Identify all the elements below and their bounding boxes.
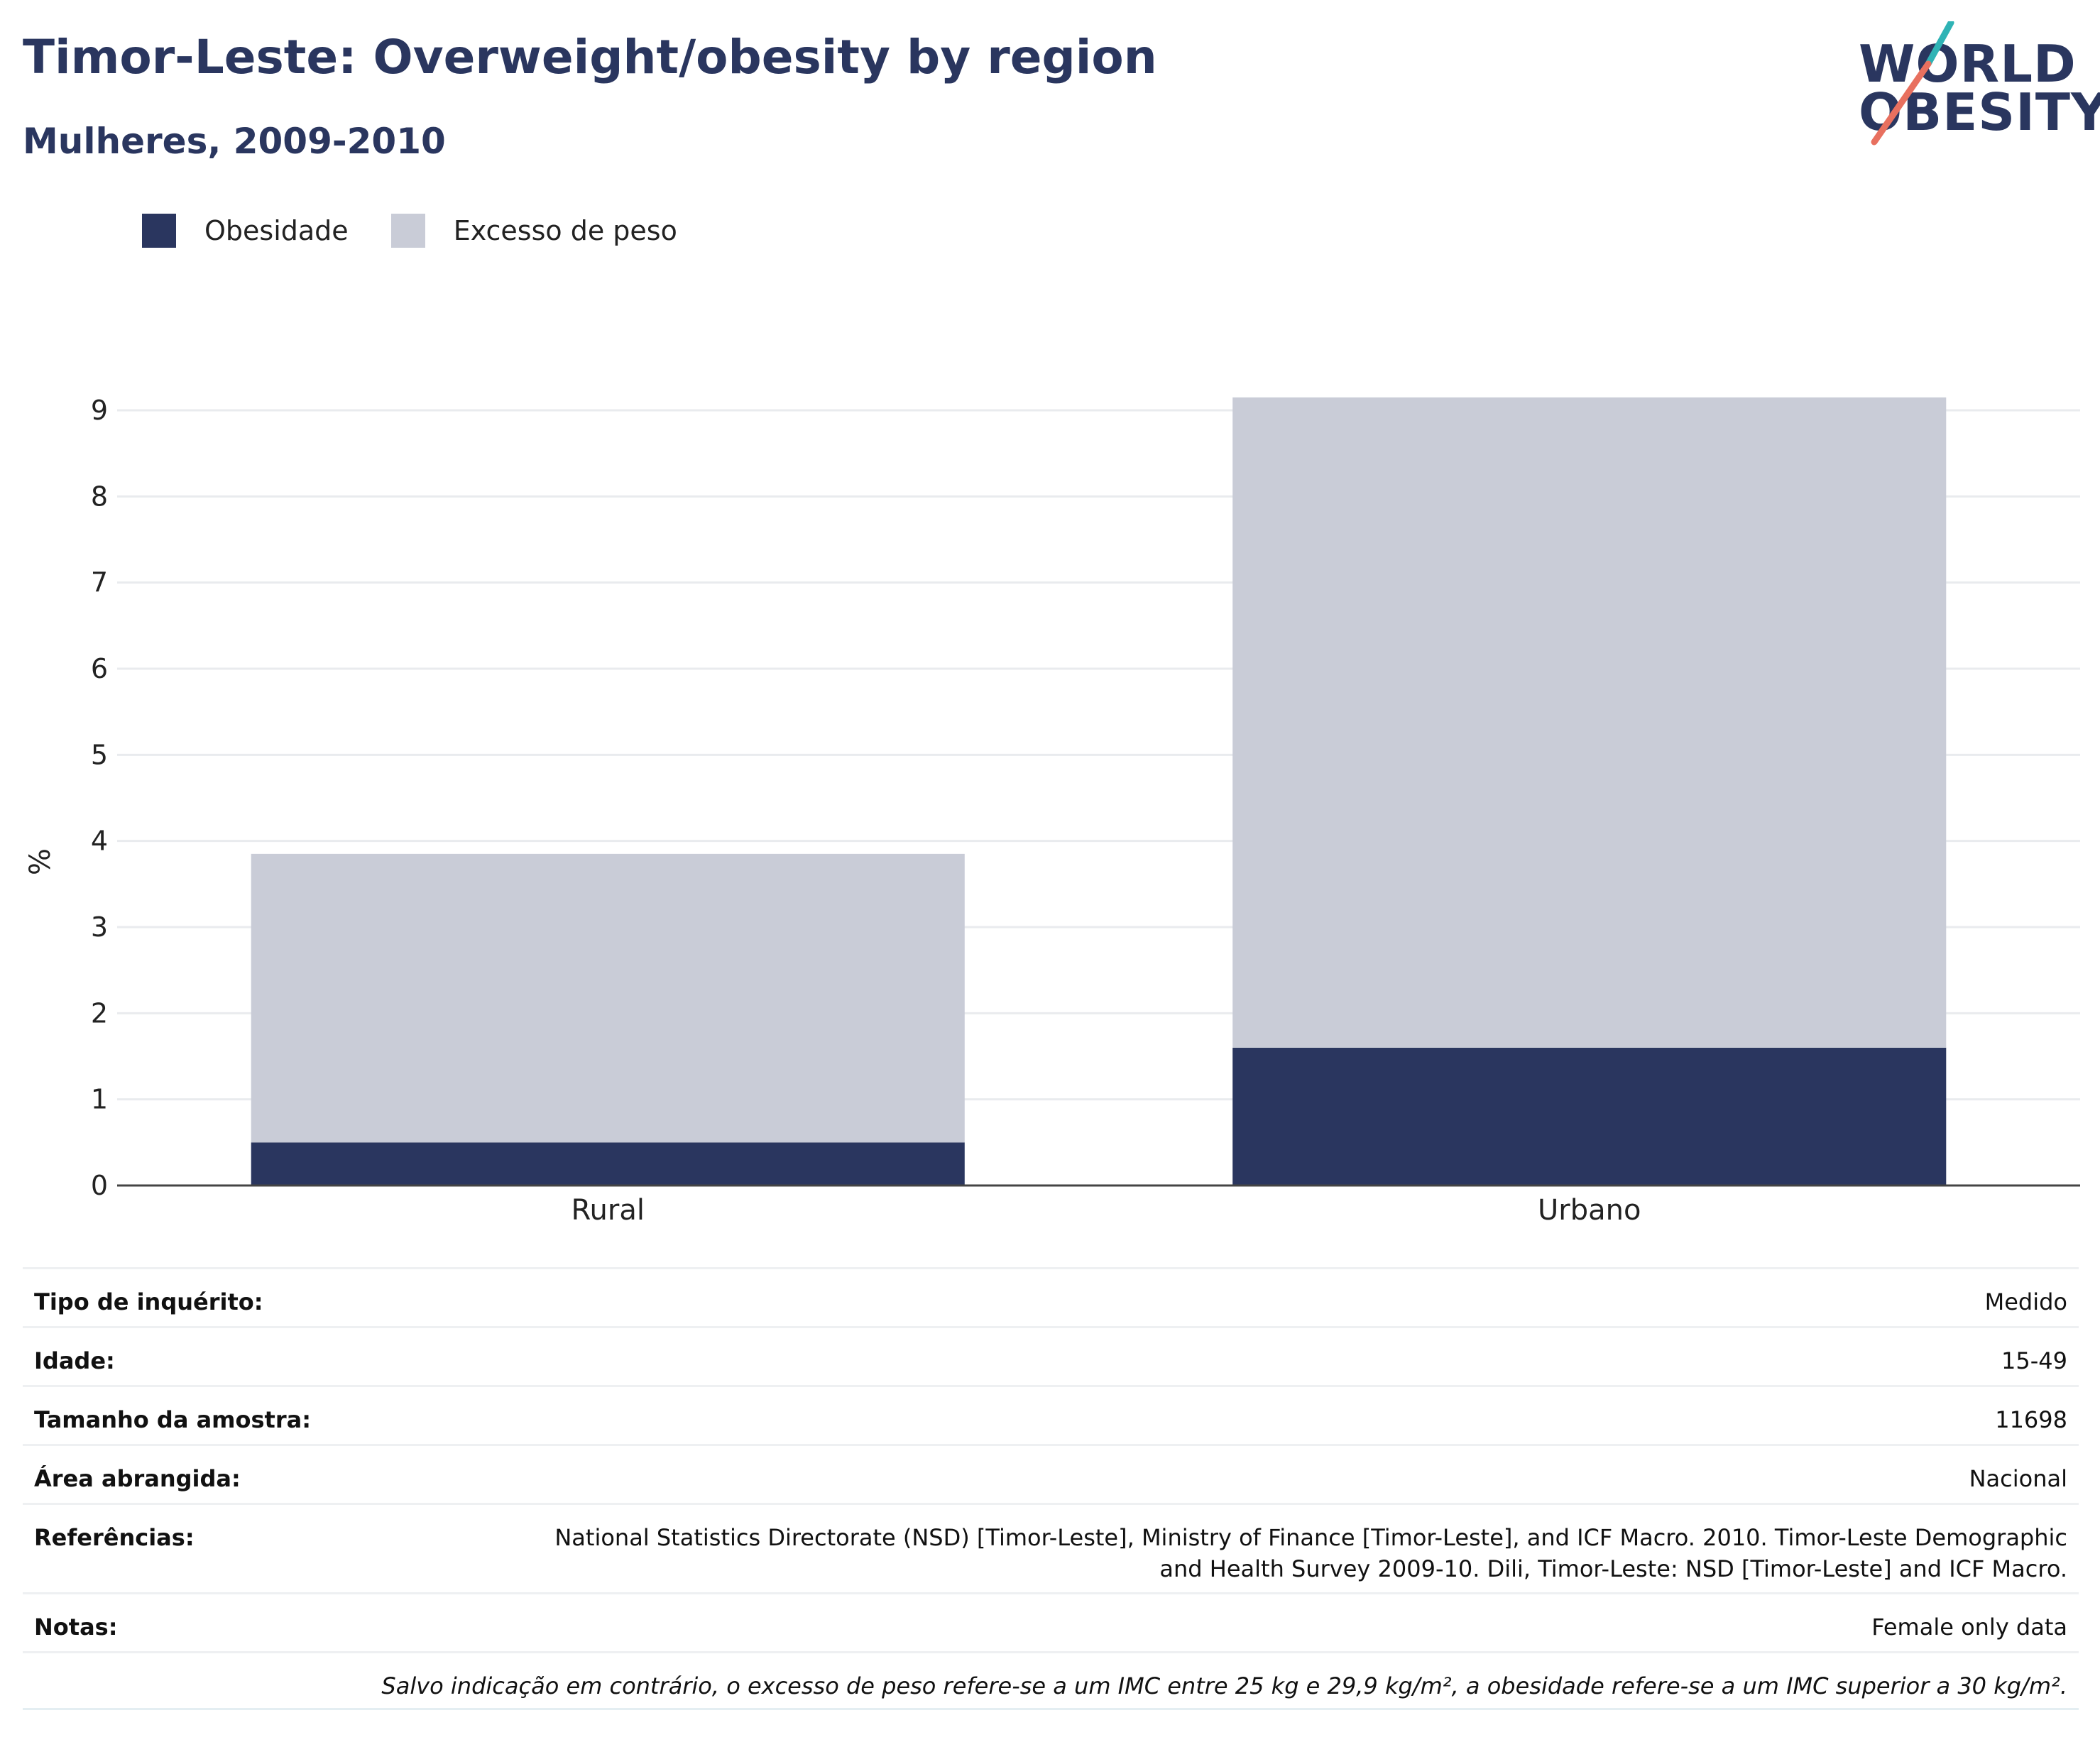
y-tick-label: 9 — [91, 395, 108, 426]
info-label: Notas: — [34, 1614, 118, 1641]
logo-line-2: OBESITY — [1859, 82, 2100, 142]
world-obesity-logo: WORLD OBESITY — [1846, 21, 2100, 156]
info-value: National Statistics Directorate (NSD) [T… — [554, 1524, 2067, 1582]
x-tick-label: Rural — [572, 1194, 645, 1227]
logo-slash-icon — [1871, 21, 1954, 146]
logo-line-1: WORLD — [1859, 34, 2077, 94]
legend-swatch-obesity — [142, 214, 176, 248]
y-axis-label: % — [24, 848, 57, 875]
bar-urbano-obesity — [1232, 1047, 1947, 1185]
info-row-area: Área abrangida: Nacional — [23, 1446, 2079, 1505]
chart-subtitle: Mulheres, 2009-2010 — [23, 121, 446, 162]
footnote-text: Salvo indicação em contrário, o excesso … — [381, 1672, 2067, 1699]
info-row-age: Idade: 15-49 — [23, 1328, 2079, 1387]
y-tick-label: 8 — [91, 481, 108, 512]
legend-label-obesity: Obesidade — [204, 215, 349, 246]
info-label: Tamanho da amostra: — [34, 1406, 311, 1433]
chart-legend: Obesidade Excesso de peso — [142, 213, 720, 248]
info-label: Idade: — [34, 1347, 115, 1374]
y-tick-label: 5 — [91, 739, 108, 770]
legend-label-overweight: Excesso de peso — [453, 215, 677, 246]
bar-rural-overweight — [251, 853, 965, 1143]
info-label: Tipo de inquérito: — [34, 1288, 263, 1315]
bar-urbano-overweight — [1232, 397, 1947, 1048]
y-tick-label: 3 — [91, 911, 108, 943]
info-label: Referências: — [34, 1524, 195, 1551]
info-row-survey-type: Tipo de inquérito: Medido — [23, 1269, 2079, 1328]
y-tick-label: 6 — [91, 653, 108, 684]
legend-item-obesity[interactable]: Obesidade — [142, 214, 349, 248]
y-tick-label: 0 — [91, 1170, 108, 1201]
y-tick-label: 4 — [91, 826, 108, 857]
info-value: Medido — [1984, 1288, 2067, 1315]
info-label: Área abrangida: — [34, 1465, 241, 1492]
info-value: Nacional — [1969, 1465, 2067, 1492]
info-value: 11698 — [1995, 1406, 2067, 1433]
bar-chart: 0 1 2 3 4 5 6 7 8 9% Rural Urbano — [24, 395, 2080, 1227]
info-row-notes: Notas: Female only data — [23, 1594, 2079, 1653]
info-value: Female only data — [1871, 1614, 2067, 1641]
survey-info-table: Tipo de inquérito: Medido Idade: 15-49 T… — [23, 1267, 2079, 1710]
info-row-references: Referências: National Statistics Directo… — [23, 1505, 2079, 1594]
info-value: 15-49 — [2001, 1347, 2067, 1374]
y-tick-label: 2 — [91, 997, 108, 1029]
info-row-footnote: Salvo indicação em contrário, o excesso … — [23, 1653, 2079, 1710]
y-tick-label: 1 — [91, 1084, 108, 1115]
info-row-sample-size: Tamanho da amostra: 11698 — [23, 1387, 2079, 1446]
bar-rural-obesity — [251, 1142, 965, 1185]
chart-title: Timor-Leste: Overweight/obesity by regio… — [23, 30, 1157, 84]
legend-swatch-overweight — [390, 214, 425, 248]
x-tick-label: Urbano — [1538, 1194, 1641, 1227]
legend-item-overweight[interactable]: Excesso de peso — [390, 214, 677, 248]
y-tick-label: 7 — [91, 567, 108, 598]
